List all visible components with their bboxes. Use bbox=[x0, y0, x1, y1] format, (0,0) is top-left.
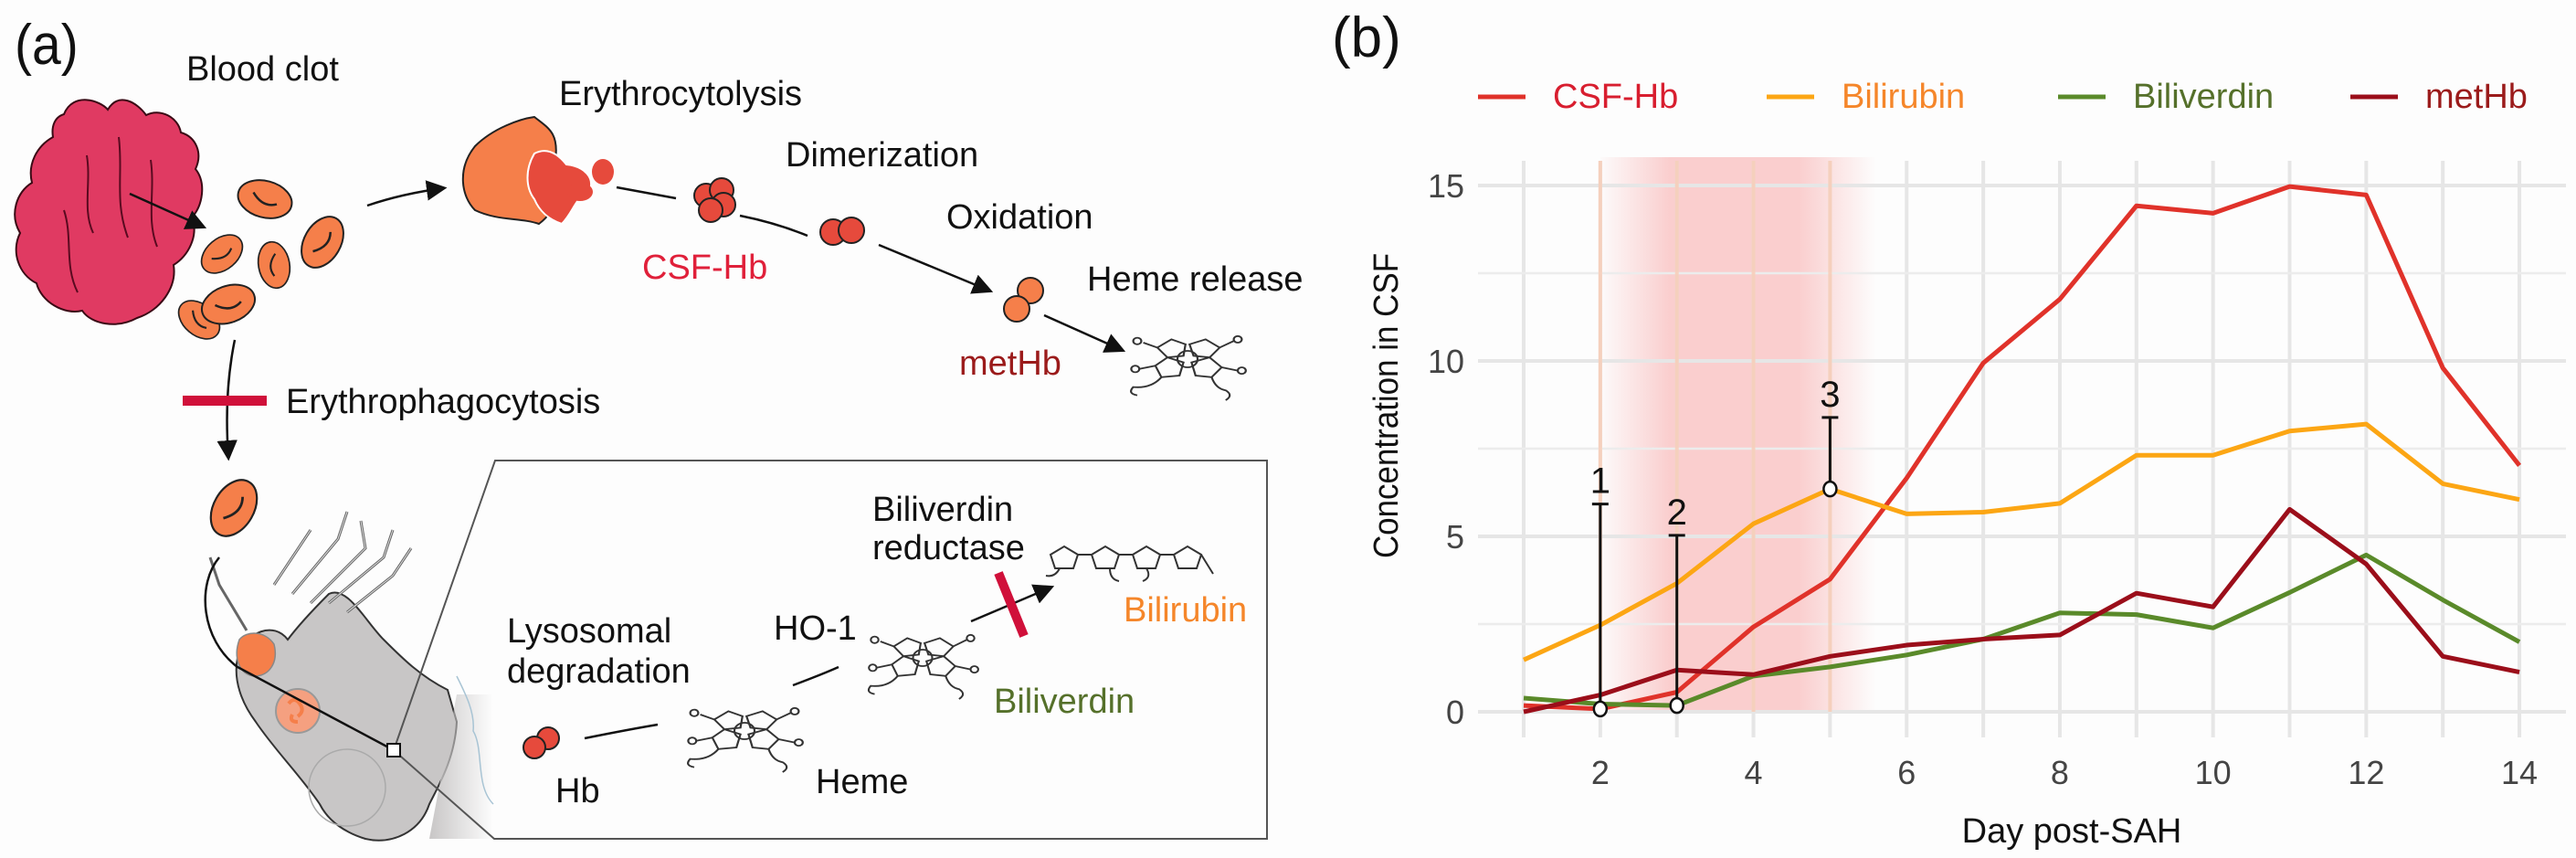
label-bilirubin: Bilirubin bbox=[1124, 591, 1247, 630]
arrow-tetramer-to-dimer bbox=[739, 214, 808, 238]
rbc-icon bbox=[193, 226, 251, 282]
label-ho-1: HO-1 bbox=[774, 609, 857, 648]
biliverdin-molecule-icon bbox=[867, 633, 979, 701]
series-line-methb bbox=[1523, 506, 2520, 715]
annotation-label: 2 bbox=[1667, 493, 1687, 533]
annotation-point bbox=[1822, 480, 1838, 498]
label-oxidation: Oxidation bbox=[946, 198, 1093, 237]
rbc-icon bbox=[253, 238, 295, 292]
arrow-dimer-to-methb bbox=[878, 243, 994, 294]
legend-item-methb: metHb bbox=[2350, 78, 2528, 116]
label-lysosomal-1: Lysosomal bbox=[507, 612, 671, 651]
arrow-heme-to-biliverdin bbox=[792, 665, 839, 687]
legend-item-bilirubin: Bilirubin bbox=[1767, 78, 1965, 116]
label-lysosomal-2: degradation bbox=[507, 652, 691, 691]
zoom-inset-box bbox=[386, 460, 1268, 840]
zoom-source-marker bbox=[386, 743, 401, 757]
label-csf-hb: CSF-Hb bbox=[642, 249, 767, 287]
panel-b: (b) CSF-Hb Bilirubin Biliverdin metHb 123 0… bbox=[1332, 6, 2566, 851]
series-line-biliverdin bbox=[1523, 552, 2521, 708]
bilirubin-molecule-icon bbox=[1045, 545, 1214, 582]
arrow-clot-to-rbc bbox=[129, 192, 207, 229]
label-erythrophagocytosis: Erythrophagocytosis bbox=[286, 383, 600, 421]
inhibition-bar-biliverdin-reductase bbox=[994, 571, 1029, 638]
series-line-csf-hb bbox=[1523, 184, 2522, 712]
arrow-methb-to-heme bbox=[1043, 313, 1126, 353]
heme-molecule-icon bbox=[1130, 334, 1247, 402]
label-hb: Hb bbox=[555, 772, 600, 810]
chart-annotations: 1 2 3 bbox=[1590, 375, 1841, 718]
inhibition-bar-erythrophagocytosis bbox=[183, 396, 267, 406]
y-tick-label: 0 bbox=[1446, 694, 1464, 731]
y-axis-title: Concentration in CSF bbox=[1367, 253, 1406, 558]
arrow-rbc-to-lysis bbox=[366, 180, 448, 207]
panel-b-label: (b) bbox=[1332, 6, 1401, 69]
y-tick-label: 15 bbox=[1428, 167, 1464, 205]
annotation-label: 1 bbox=[1590, 461, 1610, 502]
label-heme-release: Heme release bbox=[1087, 260, 1304, 299]
engulfed-rbc-icon bbox=[200, 471, 268, 546]
x-tick-label: 2 bbox=[1591, 754, 1610, 791]
label-biliverdin: Biliverdin bbox=[994, 683, 1135, 721]
legend-label: CSF-Hb bbox=[1553, 78, 1678, 116]
label-blood-clot: Blood clot bbox=[186, 50, 339, 89]
macrophage-illustration bbox=[208, 511, 494, 842]
label-biliverdin-reductase-2: reductase bbox=[872, 529, 1025, 567]
legend-label: metHb bbox=[2425, 78, 2528, 116]
label-dimerization: Dimerization bbox=[786, 136, 978, 175]
x-tick-label: 10 bbox=[2195, 754, 2232, 791]
legend-item-csf-hb: CSF-Hb bbox=[1478, 78, 1678, 116]
label-erythrocytolysis: Erythrocytolysis bbox=[559, 75, 802, 113]
panel-a-label: (a) bbox=[15, 13, 79, 77]
engulfment-path bbox=[204, 556, 395, 752]
label-biliverdin-reductase-1: Biliverdin bbox=[872, 491, 1013, 529]
series-line-bilirubin bbox=[1522, 421, 2520, 662]
label-heme: Heme bbox=[816, 763, 908, 801]
panel-a: (a) Blood clot Erythrocytolysis bbox=[14, 13, 1304, 842]
lysing-rbc-illustration bbox=[461, 115, 614, 226]
rbc-icon bbox=[291, 207, 354, 277]
heme-molecule-icon bbox=[687, 706, 804, 774]
x-axis-ticks: 2 4 6 8 10 12 14 bbox=[1591, 754, 2538, 791]
x-tick-label: 6 bbox=[1897, 754, 1916, 791]
annotation-point bbox=[1592, 700, 1609, 718]
x-tick-label: 4 bbox=[1745, 754, 1763, 791]
y-tick-label: 5 bbox=[1446, 518, 1464, 556]
legend-item-biliverdin: Biliverdin bbox=[2058, 78, 2274, 116]
highlight-band bbox=[1599, 157, 1876, 712]
csf-hb-tetramer-icon bbox=[693, 177, 736, 223]
label-methb: metHb bbox=[959, 344, 1061, 383]
chart-legend: CSF-Hb Bilirubin Biliverdin metHb bbox=[1478, 78, 2528, 116]
hb-dimer-icon bbox=[819, 217, 865, 246]
blood-clot-illustration bbox=[14, 99, 204, 325]
x-tick-label: 12 bbox=[2348, 754, 2384, 791]
hb-icon bbox=[523, 726, 560, 759]
y-axis-ticks: 0 5 10 15 bbox=[1428, 167, 1464, 731]
annotation-point bbox=[1669, 696, 1684, 715]
x-tick-label: 14 bbox=[2501, 754, 2538, 791]
x-axis-title: Day post-SAH bbox=[1962, 812, 2182, 851]
y-tick-label: 10 bbox=[1428, 343, 1464, 380]
annotation-label: 3 bbox=[1820, 375, 1840, 415]
arrow-lysis-to-csfhb bbox=[616, 185, 677, 200]
arrow-hb-to-heme bbox=[584, 723, 659, 740]
rbc-icon bbox=[232, 173, 298, 226]
legend-label: Bilirubin bbox=[1842, 78, 1965, 116]
x-tick-label: 8 bbox=[2051, 754, 2069, 791]
methb-dimer-icon bbox=[1003, 277, 1044, 323]
legend-label: Biliverdin bbox=[2133, 78, 2274, 116]
chart-series bbox=[1522, 184, 2522, 715]
